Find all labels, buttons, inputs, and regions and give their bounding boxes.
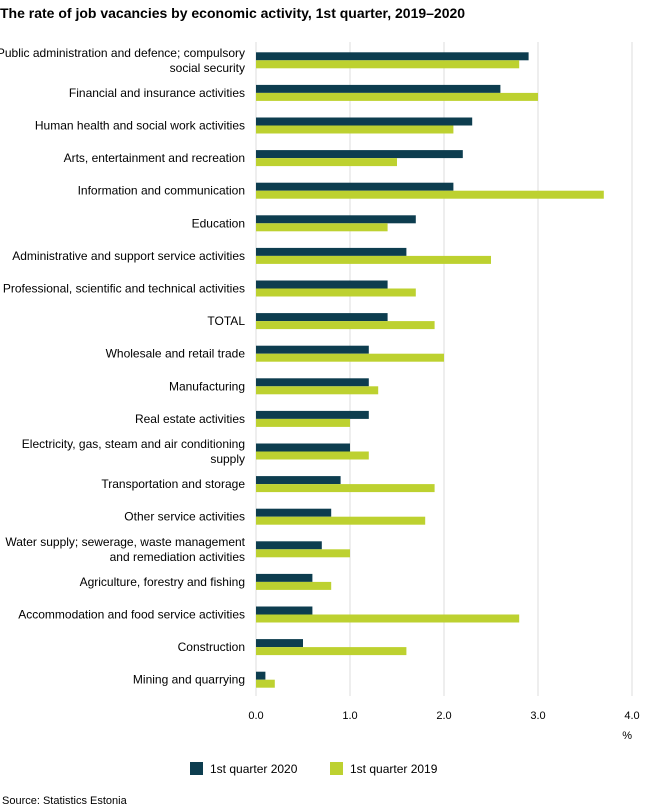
- category-label: Real estate activities: [135, 412, 245, 426]
- bar-2019: [256, 484, 435, 493]
- bar-2019: [256, 158, 397, 167]
- x-tick-label: 1.0: [342, 710, 357, 722]
- bar-2019: [256, 190, 604, 199]
- legend-swatch: [330, 762, 343, 775]
- category-label: Electricity, gas, steam and air conditio…: [22, 437, 245, 466]
- bar-2020: [256, 541, 322, 550]
- category-label: Mining and quarrying: [133, 673, 245, 687]
- bar-2019: [256, 549, 350, 558]
- bar-2019: [256, 647, 407, 656]
- bar-2019: [256, 581, 332, 590]
- category-label: Manufacturing: [169, 379, 245, 393]
- bar-2020: [256, 606, 313, 615]
- bar-2020: [256, 182, 454, 191]
- bar-2020: [256, 280, 388, 289]
- bar-2020: [256, 84, 501, 93]
- x-tick-label: 0.0: [248, 710, 263, 722]
- bar-2020: [256, 573, 313, 582]
- legend-item-2019: 1st quarter 2019: [330, 762, 438, 776]
- category-label: Water supply; sewerage, waste management…: [5, 535, 245, 564]
- bar-2020: [256, 671, 266, 680]
- bar-2019: [256, 451, 369, 460]
- bar-2020: [256, 508, 332, 517]
- category-label: Other service activities: [124, 510, 245, 524]
- bar-2019: [256, 321, 435, 330]
- bar-2020: [256, 345, 369, 354]
- category-label: Financial and insurance activities: [69, 86, 245, 100]
- category-label: Human health and social work activities: [35, 119, 245, 133]
- category-labels: Public administration and defence; compu…: [0, 46, 246, 687]
- legend-label: 1st quarter 2020: [210, 762, 298, 776]
- x-tick-label: 2.0: [436, 710, 451, 722]
- bar-2019: [256, 386, 379, 395]
- gridlines: [255, 42, 633, 696]
- bar-2020: [256, 639, 303, 648]
- category-label: Construction: [178, 640, 245, 654]
- legend-item-2020: 1st quarter 2020: [190, 762, 298, 776]
- category-label: Arts, entertainment and recreation: [64, 151, 245, 165]
- legend-swatch: [190, 762, 203, 775]
- category-label: Administrative and support service activ…: [12, 249, 245, 263]
- bar-2020: [256, 215, 416, 224]
- bar-2019: [256, 418, 350, 427]
- bar-2019: [256, 516, 426, 525]
- category-label: Education: [192, 216, 245, 230]
- x-tick-label: 4.0: [624, 710, 639, 722]
- category-label: Public administration and defence; compu…: [0, 46, 245, 75]
- bar-2020: [256, 52, 529, 61]
- category-label: TOTAL: [207, 314, 245, 328]
- category-label: Wholesale and retail trade: [106, 347, 246, 361]
- category-label: Transportation and storage: [101, 477, 245, 491]
- bar-2020: [256, 476, 341, 485]
- bar-2019: [256, 679, 275, 688]
- bar-2019: [256, 353, 444, 362]
- source-note: Source: Statistics Estonia: [2, 795, 127, 807]
- bar-2020: [256, 378, 369, 387]
- x-axis-unit: %: [622, 730, 632, 742]
- x-tick-label: 3.0: [530, 710, 545, 722]
- bar-2020: [256, 247, 407, 256]
- category-label: Professional, scientific and technical a…: [3, 282, 245, 296]
- bar-2019: [256, 288, 416, 297]
- bar-2019: [256, 92, 538, 101]
- bar-2019: [256, 614, 520, 623]
- x-axis-ticks: 0.0 1.0 2.0 3.0 4.0: [248, 710, 639, 722]
- category-label: Accommodation and food service activitie…: [18, 608, 245, 622]
- bar-2019: [256, 255, 491, 264]
- bar-2019: [256, 223, 388, 232]
- legend: 1st quarter 2020 1st quarter 2019: [190, 762, 438, 776]
- chart-title: The rate of job vacancies by economic ac…: [0, 5, 466, 21]
- bar-2020: [256, 313, 388, 322]
- bar-2020: [256, 443, 350, 452]
- bar-2020: [256, 410, 369, 419]
- legend-label: 1st quarter 2019: [350, 762, 438, 776]
- bar-2020: [256, 150, 463, 159]
- bar-2020: [256, 117, 473, 126]
- category-label: Agriculture, forestry and fishing: [80, 575, 245, 589]
- bar-2019: [256, 125, 454, 134]
- category-label: Information and communication: [78, 184, 245, 198]
- bar-2019: [256, 60, 520, 69]
- bars: [256, 52, 604, 688]
